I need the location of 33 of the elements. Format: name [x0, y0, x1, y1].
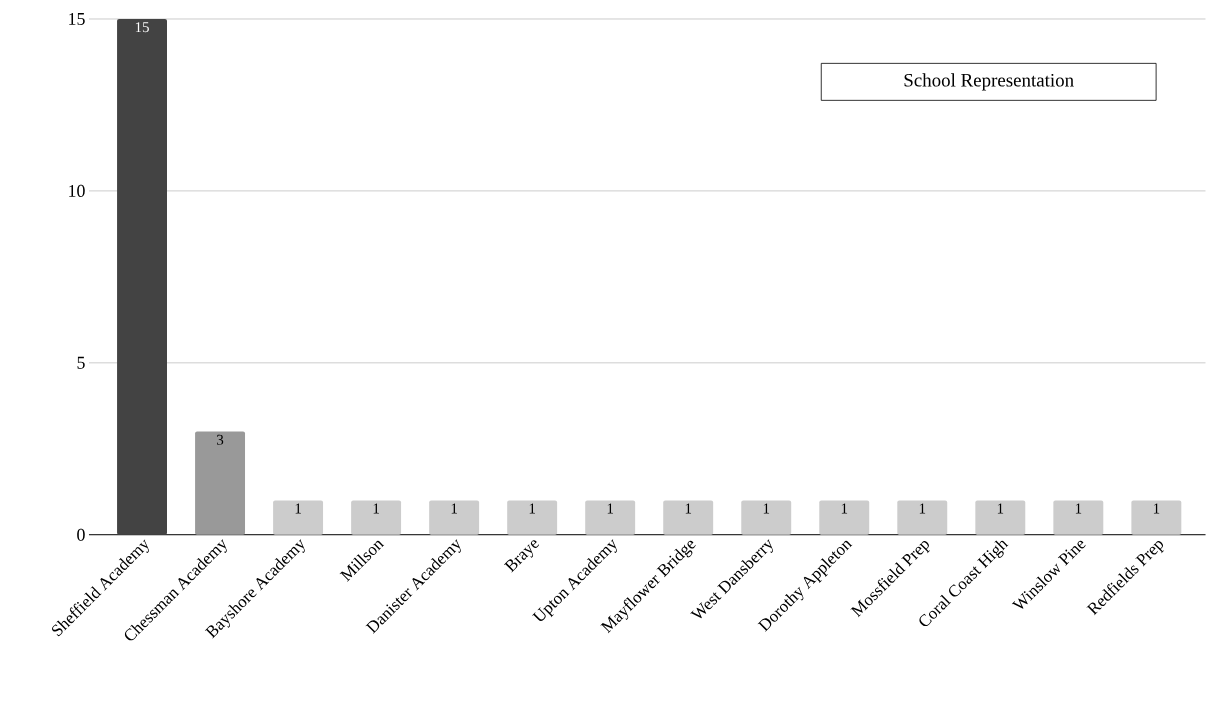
data-label: 3 [217, 434, 224, 445]
data-label: 1 [685, 503, 692, 514]
y-tick-label: 15 [69, 13, 85, 26]
bar [585, 500, 636, 535]
bar [741, 500, 792, 535]
bar [1053, 500, 1104, 535]
y-tick-label: 5 [77, 357, 85, 369]
data-label: 1 [997, 503, 1004, 514]
bar [195, 431, 246, 535]
data-label: 15 [135, 22, 149, 33]
y-tick-label: 0 [77, 528, 85, 541]
text: School Representation [904, 73, 1074, 91]
bar [507, 500, 558, 535]
data-label: 1 [529, 503, 535, 514]
bar [429, 500, 480, 535]
data-label: 1 [841, 503, 848, 514]
bar [273, 500, 324, 535]
data-label: 1 [1153, 503, 1160, 514]
bar [1131, 500, 1182, 535]
bar [351, 500, 402, 535]
bar [897, 500, 948, 535]
bar [663, 500, 714, 535]
y-tick-label: 10 [69, 185, 85, 198]
data-label: 1 [295, 503, 301, 514]
bar [117, 19, 167, 535]
bar [975, 500, 1026, 535]
data-label: 1 [607, 503, 614, 514]
bar [819, 500, 870, 535]
data-label: 1 [451, 503, 457, 514]
data-label: 1 [373, 503, 379, 514]
data-label: 1 [1075, 503, 1082, 514]
data-label: 1 [763, 503, 770, 514]
data-label: 1 [919, 503, 926, 514]
